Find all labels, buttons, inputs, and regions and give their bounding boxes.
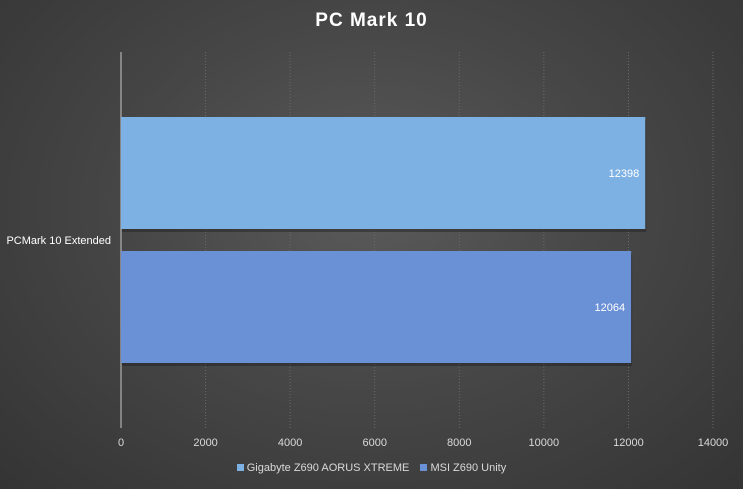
x-tick-label: 0 bbox=[118, 437, 124, 449]
x-tick-label: 10000 bbox=[529, 437, 560, 449]
gridlines bbox=[120, 52, 714, 428]
legend: Gigabyte Z690 AORUS XTREME MSI Z690 Unit… bbox=[0, 462, 743, 474]
legend-swatch-msi bbox=[420, 464, 428, 471]
legend-label-msi: MSI Z690 Unity bbox=[430, 462, 507, 474]
category-label: PCMark 10 Extended bbox=[6, 235, 111, 247]
legend-item-gigabyte: Gigabyte Z690 AORUS XTREME bbox=[236, 462, 410, 474]
legend-swatch-gigabyte bbox=[236, 464, 244, 471]
x-tick-label: 6000 bbox=[362, 437, 386, 449]
data-labels: 12398 12064 bbox=[595, 168, 640, 314]
x-tick-label: 2000 bbox=[193, 437, 217, 449]
category-labels: PCMark 10 Extended bbox=[6, 235, 111, 247]
bar-gigabyte bbox=[121, 117, 646, 229]
legend-item-msi: MSI Z690 Unity bbox=[420, 462, 506, 474]
x-tick-label: 14000 bbox=[698, 437, 729, 449]
data-label: 12398 bbox=[609, 168, 640, 180]
chart-title: PC Mark 10 bbox=[315, 10, 428, 31]
x-axis-ticks: 0 2000 4000 6000 8000 10000 12000 14000 bbox=[118, 437, 728, 449]
x-tick-label: 8000 bbox=[447, 437, 471, 449]
x-tick-label: 4000 bbox=[278, 437, 302, 449]
data-label: 12064 bbox=[595, 302, 626, 314]
x-tick-label: 12000 bbox=[613, 437, 644, 449]
bar-msi bbox=[121, 251, 632, 363]
bars bbox=[121, 117, 647, 366]
legend-label-gigabyte: Gigabyte Z690 AORUS XTREME bbox=[246, 462, 410, 474]
